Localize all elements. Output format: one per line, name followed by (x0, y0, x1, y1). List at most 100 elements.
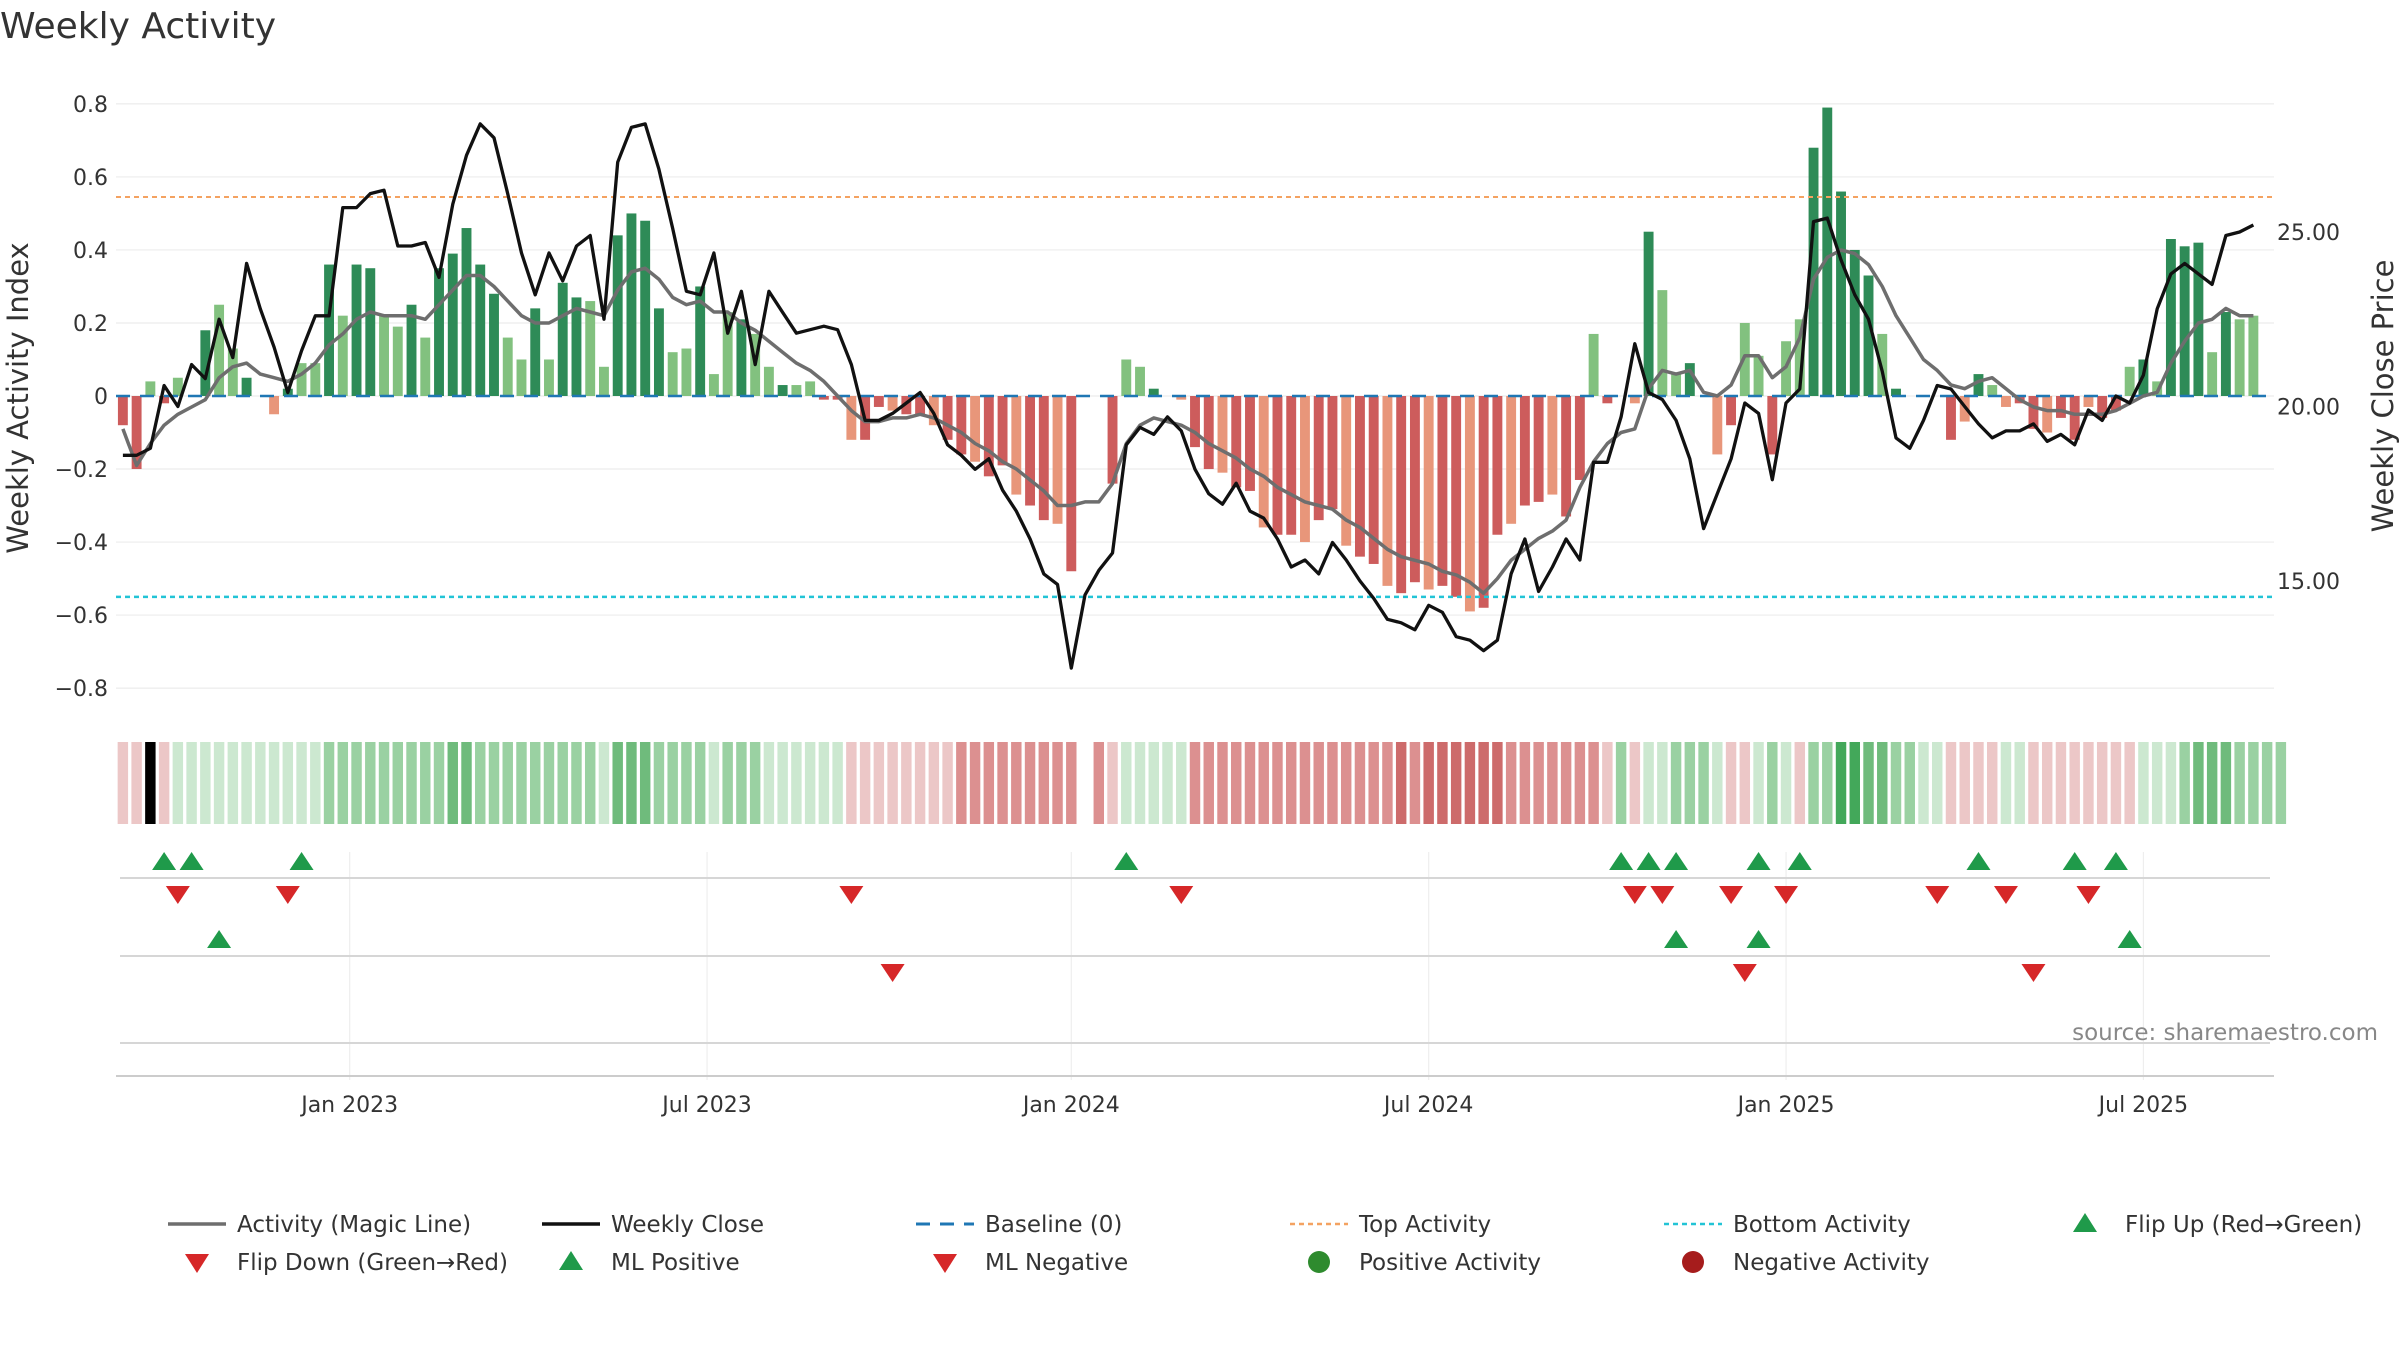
activity-bar (420, 337, 431, 396)
flip-up-marker (1114, 852, 1139, 870)
heat-cell (2206, 742, 2218, 824)
legend-item: Flip Down (Green→Red) (185, 1250, 508, 1276)
heat-cell (131, 742, 142, 824)
heat-cell (2248, 742, 2259, 824)
activity-bar (461, 228, 472, 396)
flip-down-marker (1622, 886, 1647, 904)
heat-cell (736, 742, 747, 824)
activity-bar (805, 381, 816, 396)
heat-cell (818, 742, 830, 824)
activity-bar (1987, 385, 1998, 396)
heat-cell (2014, 742, 2025, 824)
activity-bar (172, 377, 183, 396)
legend-item: Baseline (0) (916, 1212, 1122, 1238)
heat-cell (502, 742, 513, 824)
legend-swatch-down-triangle (933, 1254, 957, 1273)
heat-cell (1643, 742, 1654, 824)
y-tick-label: 0.2 (73, 312, 108, 337)
activity-bar (1286, 396, 1297, 535)
legend-label: Activity (Magic Line) (237, 1212, 471, 1238)
heat-cell (2041, 742, 2053, 824)
y-tick-label: −0.2 (55, 458, 108, 483)
flip-up-marker (1636, 852, 1661, 870)
x-tick-label: Jul 2025 (2097, 1093, 2189, 1118)
legend-swatch-circle (1682, 1251, 1704, 1273)
heat-cell (1753, 742, 1764, 824)
activity-bar (1891, 388, 1901, 396)
activity-bar (1588, 333, 1599, 396)
legend-swatch-circle (1308, 1251, 1330, 1273)
activity-bar (2069, 396, 2080, 440)
y-tick-label: 0 (94, 385, 108, 410)
activity-bar (351, 264, 362, 396)
x-axis-ticks: Jan 2023 Jul 2023 Jan 2024 Jul 2024 Jan 2025… (299, 1093, 2188, 1118)
magic-line (121, 248, 2254, 595)
heat-cell (1794, 742, 1806, 824)
activity-bar (1038, 396, 1049, 521)
series-lines (121, 122, 2255, 670)
heat-cell (1657, 742, 1668, 824)
heat-cell (1932, 742, 1943, 824)
flip-up-marker (2103, 852, 2128, 870)
activity-heat-strip (117, 742, 2287, 824)
activity-bar (722, 312, 733, 396)
heat-cell (749, 742, 761, 824)
legend-label: Negative Activity (1733, 1250, 1930, 1276)
flip-up-marker (1664, 852, 1689, 870)
heat-cell (859, 742, 871, 824)
heat-cell (887, 742, 898, 824)
activity-bar (777, 385, 788, 396)
heat-cell (1299, 742, 1311, 824)
activity-bar (846, 396, 857, 440)
activity-bar (1245, 396, 1255, 491)
activity-bar (1148, 388, 1159, 396)
heat-cell (694, 742, 706, 824)
legend-item: Weekly Close (542, 1212, 764, 1238)
heat-cell (475, 742, 486, 824)
flip-up-marker (152, 852, 177, 870)
activity-bar (269, 396, 280, 415)
activity-bar (791, 385, 802, 396)
activity-bar (1671, 374, 1682, 396)
heat-cell (1340, 742, 1352, 824)
activity-bar (379, 315, 389, 396)
heat-cell (310, 742, 321, 824)
heat-cell (1574, 742, 1586, 824)
activity-bar (2124, 366, 2135, 396)
heat-cell (1890, 742, 1902, 824)
heat-cell (1148, 742, 1159, 824)
flip-down-marker (1993, 886, 2018, 904)
heat-cell (1698, 742, 1709, 824)
activity-bar (544, 359, 554, 396)
y-tick-label: −0.4 (55, 531, 108, 556)
heat-cell (1725, 742, 1737, 824)
activity-bar (1300, 396, 1310, 543)
legend-label: Baseline (0) (985, 1212, 1122, 1238)
heat-cell (1588, 742, 1599, 824)
heat-cell (392, 742, 404, 824)
y-tick-label: 0.8 (73, 93, 108, 118)
activity-bar (2220, 312, 2231, 396)
activity-bar (2165, 239, 2176, 396)
heat-cell (1849, 742, 1860, 824)
activity-bar (667, 352, 678, 396)
activity-bar (2193, 242, 2204, 396)
heat-cell (708, 742, 720, 824)
flip-up-marker (1609, 852, 1634, 870)
activity-bar (2179, 246, 2190, 396)
activity-bar (1341, 396, 1352, 546)
heat-cell (1835, 742, 1847, 824)
heat-cell (598, 742, 610, 824)
heat-cell (2275, 742, 2287, 824)
heat-cell (2055, 742, 2067, 824)
heat-cell (1066, 742, 1077, 824)
activity-bar (516, 359, 527, 396)
heat-cell (406, 742, 417, 824)
activity-bar (1643, 231, 1654, 396)
activity-bar (1657, 290, 1668, 396)
activity-bar (2083, 396, 2094, 407)
activity-bar (571, 297, 582, 396)
heat-cell (667, 742, 678, 824)
y2-axis-ticks: 25.00 20.00 15.00 (2277, 221, 2340, 595)
activity-bar (1025, 396, 1036, 506)
